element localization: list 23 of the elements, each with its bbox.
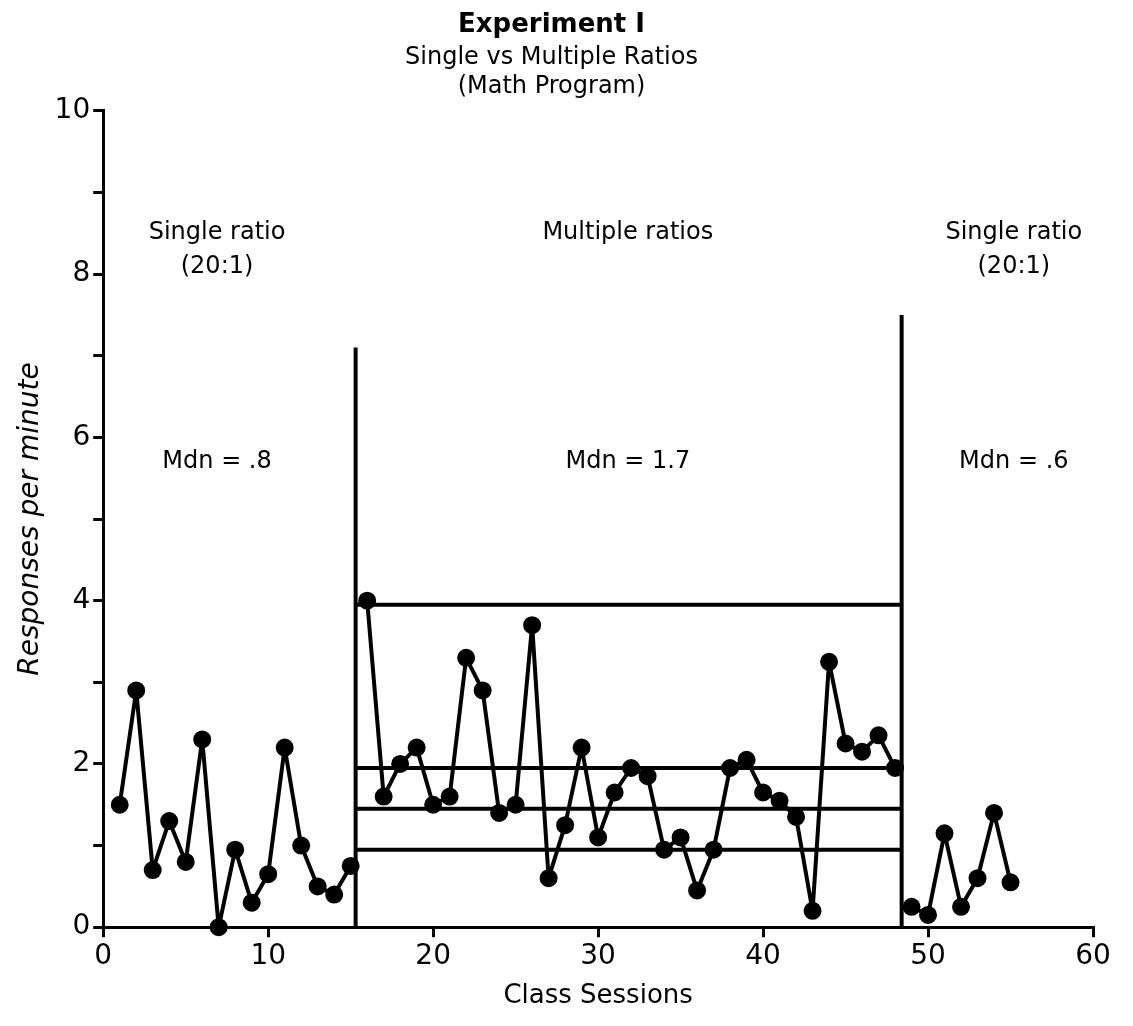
- y-axis-title: Responses per minute: [12, 362, 46, 676]
- annotation: Single ratio (20:1): [148, 216, 286, 279]
- x-axis-title: Class Sessions: [503, 979, 693, 1010]
- annotation: Single ratio (20:1): [945, 216, 1083, 279]
- chart-title: Experiment I: [458, 8, 645, 39]
- y-tick-label: 4: [72, 581, 91, 615]
- x-tick-label: 60: [1075, 938, 1111, 972]
- x-tick-label: 30: [580, 938, 616, 972]
- x-tick-label: 40: [745, 938, 781, 972]
- chart-subtitle: Single vs Multiple Ratios (Math Program): [405, 41, 698, 99]
- x-tick-label: 50: [910, 938, 946, 972]
- x-tick-label: 10: [250, 938, 287, 972]
- x-tick-label: 0: [94, 938, 113, 972]
- y-tick-label: 6: [72, 418, 91, 452]
- y-tick-label: 2: [72, 745, 91, 779]
- annotation: Mdn = .6: [959, 446, 1069, 475]
- x-tick-label: 20: [415, 938, 451, 972]
- y-tick-label: 10: [54, 92, 91, 126]
- annotation: Mdn = 1.7: [565, 446, 691, 475]
- y-tick-label: 8: [72, 255, 91, 289]
- y-tick-label: 0: [72, 908, 91, 942]
- annotation: Multiple ratios: [542, 217, 714, 246]
- annotation: Mdn = .8: [162, 446, 272, 475]
